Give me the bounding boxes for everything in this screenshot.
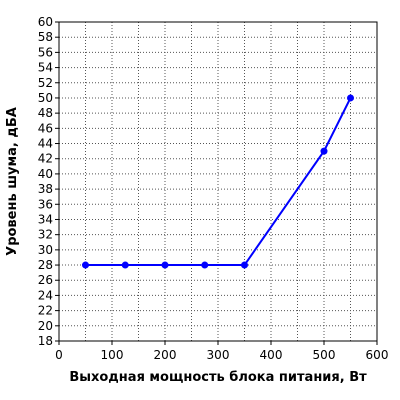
y-tick-label: 48 (38, 106, 53, 120)
y-tick-label: 20 (38, 319, 53, 333)
grid-lines (59, 22, 377, 341)
data-point (121, 261, 129, 269)
x-tick-label: 100 (101, 348, 124, 362)
x-tick-label: 0 (55, 348, 63, 362)
x-tick-label: 200 (154, 348, 177, 362)
data-point (161, 261, 169, 269)
y-tick-label: 36 (38, 197, 53, 211)
data-point (82, 261, 89, 269)
x-axis-label: Выходная мощность блока питания, Вт (69, 370, 367, 385)
y-axis-label: Уровень шума, дБА (5, 107, 20, 256)
y-tick-label: 32 (38, 228, 53, 242)
x-axis-ticks: 0 100 200 300 400 500 600 (55, 341, 388, 362)
y-tick-label: 54 (38, 61, 53, 75)
data-point (241, 261, 248, 269)
data-point (320, 147, 328, 155)
y-tick-label: 34 (38, 212, 53, 226)
series-group (82, 94, 354, 269)
y-tick-label: 24 (38, 288, 53, 302)
y-tick-label: 28 (38, 258, 53, 272)
y-tick-label: 52 (38, 76, 53, 90)
y-tick-label: 38 (38, 182, 53, 196)
y-tick-label: 40 (38, 167, 53, 181)
y-tick-label: 42 (38, 152, 53, 166)
x-tick-label: 300 (207, 348, 230, 362)
x-tick-label: 600 (366, 348, 389, 362)
data-point (347, 94, 354, 102)
y-tick-label: 56 (38, 45, 53, 59)
y-tick-label: 30 (38, 243, 53, 257)
y-tick-label: 44 (38, 137, 53, 151)
data-point (201, 261, 209, 269)
y-tick-label: 60 (38, 15, 53, 29)
y-tick-label: 18 (38, 334, 53, 348)
y-tick-label: 46 (38, 121, 53, 135)
y-tick-label: 26 (38, 273, 53, 287)
x-tick-label: 500 (313, 348, 336, 362)
y-tick-label: 22 (38, 304, 53, 318)
y-tick-label: 50 (38, 91, 53, 105)
x-tick-label: 400 (260, 348, 283, 362)
y-tick-label: 58 (38, 30, 53, 44)
